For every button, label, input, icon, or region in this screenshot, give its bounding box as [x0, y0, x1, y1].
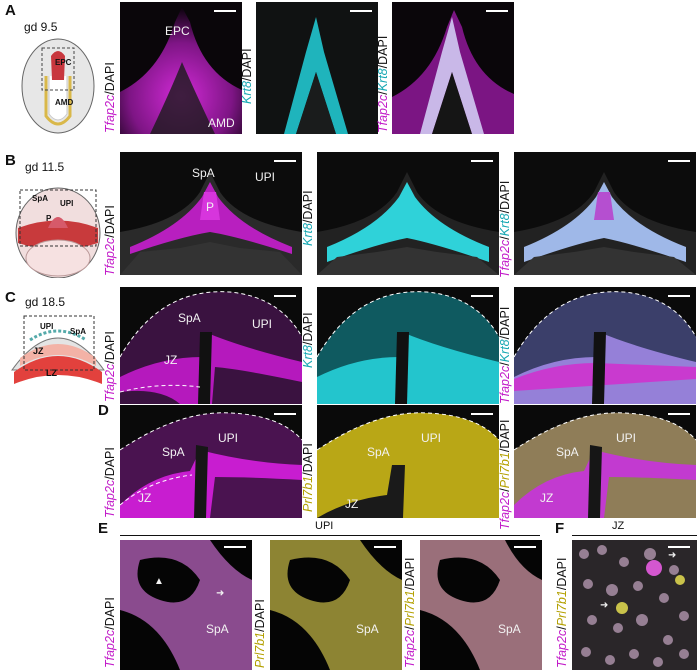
image-d-merge: SpA UPI JZ [514, 405, 696, 518]
panel-letter-c: C [5, 289, 16, 306]
scale-bar [486, 10, 508, 12]
image-d-tag-upi: UPI [218, 431, 239, 445]
scale-bar [668, 546, 690, 548]
image-f-merge: ➜ ➜ [572, 540, 697, 670]
image-b-merge [514, 152, 696, 275]
schematic-a-label-2: AMD [55, 98, 74, 107]
stage-label-c: gd 18.5 [25, 295, 66, 309]
scale-bar [668, 295, 690, 297]
image-c-tag-upi: UPI [252, 317, 273, 331]
image-c-krt8 [317, 287, 499, 404]
schematic-gd11-5 [15, 187, 101, 278]
stain-label-e3: Tfap2c/Prl7b1/DAPI [403, 557, 417, 669]
arrow-icon: ➜ [668, 550, 677, 561]
schematic-c-label-3: JZ [33, 346, 44, 356]
stain-label-b1: Tfap2c/DAPI [103, 205, 117, 276]
panel-letter-a: A [5, 2, 16, 19]
scale-bar [514, 546, 536, 548]
image-d-tag-upi: UPI [421, 431, 442, 445]
schematic-gd18-5 [11, 315, 105, 384]
schematic-b-label-1: SpA [32, 194, 48, 203]
stain-label-b3: Tfap2c/Krt8/DAPI [498, 180, 512, 278]
image-b-krt8 [317, 152, 499, 275]
image-d-tag-jz: JZ [540, 491, 554, 505]
stain-label-a2: Krt8/DAPI [240, 48, 254, 104]
scale-bar [350, 10, 372, 12]
scale-bar [668, 160, 690, 162]
image-c-tag-jz: JZ [164, 353, 178, 367]
stain-label-d1: Tfap2c/DAPI [103, 447, 117, 518]
image-c-merge [514, 287, 696, 404]
stain-label-c1: Tfap2c/DAPI [103, 331, 117, 402]
image-e-prl7b1: SpA [270, 540, 402, 670]
scale-bar [274, 413, 296, 415]
image-d-tag-spa: SpA [556, 445, 579, 459]
stage-label-b: gd 11.5 [25, 160, 65, 174]
schematic-c-label-1: UPI [40, 322, 54, 331]
schematic-b-label-2: UPI [60, 199, 74, 208]
image-b-tag-p: P [206, 200, 215, 214]
image-e-tfap2c: SpA ▲ ➜ [120, 540, 252, 670]
schematic-a-label-1: EPC [55, 58, 72, 67]
image-d-prl7b1: SpA UPI JZ [317, 405, 499, 518]
stain-label-c2: Krt8/DAPI [301, 312, 315, 368]
stain-label-c3: Tfap2c/Krt8/DAPI [498, 306, 512, 404]
stain-label-e2: Prl7b1/DAPI [253, 599, 267, 668]
section-divider-f [572, 535, 697, 536]
scale-bar [471, 413, 493, 415]
arrow-icon: ➜ [216, 588, 225, 599]
image-d-tag-jz: JZ [345, 497, 359, 511]
schematic-c-label-4: LZ [46, 368, 57, 378]
scale-bar [374, 546, 396, 548]
arrow-icon: ➜ [600, 600, 609, 611]
panel-letter-d: D [98, 402, 109, 419]
arrowhead-icon: ▲ [154, 576, 164, 587]
scale-bar [471, 295, 493, 297]
image-e-tag-spa: SpA [498, 622, 521, 636]
stain-label-d2: Prl7b1/DAPI [301, 443, 315, 512]
image-b-tfap2c: SpA UPI P [120, 152, 302, 275]
scale-bar [274, 295, 296, 297]
image-e-tag-spa: SpA [206, 622, 229, 636]
image-a-tfap2c: EPC AMD [120, 2, 242, 134]
scale-bar [274, 160, 296, 162]
image-c-tfap2c: SpA UPI JZ [120, 287, 302, 404]
image-a-tag-epc: EPC [165, 24, 190, 38]
image-d-tag-upi: UPI [616, 431, 637, 445]
scale-bar [668, 413, 690, 415]
schematic-gd9-5 [21, 38, 95, 134]
panel-letter-f: F [555, 520, 565, 537]
image-d-tag-spa: SpA [367, 445, 390, 459]
stain-label-d3: Tfap2c/Prl7b1/DAPI [498, 419, 512, 531]
scale-bar [471, 160, 493, 162]
image-e-tag-spa: SpA [356, 622, 379, 636]
stain-label-e1: Tfap2c/DAPI [103, 597, 117, 668]
schematic-c-label-2: SpA [70, 327, 86, 336]
section-divider-e [120, 535, 540, 536]
image-c-tag-spa: SpA [178, 311, 201, 325]
schematic-b-label-3: P [46, 214, 52, 223]
stain-label-a1: Tfap2c/DAPI [103, 62, 117, 133]
scale-bar [214, 10, 236, 12]
image-a-merge [392, 2, 514, 134]
image-b-tag-upi: UPI [255, 170, 276, 184]
scale-bar [224, 546, 246, 548]
image-a-tag-amd: AMD [208, 116, 235, 130]
section-header-f: JZ [612, 520, 625, 532]
image-d-tag-jz: JZ [138, 491, 152, 505]
image-e-merge: SpA [420, 540, 542, 670]
image-d-tfap2c: SpA UPI JZ [120, 405, 302, 518]
stage-label-a: gd 9.5 [24, 20, 58, 34]
stain-label-b2: Krt8/DAPI [301, 190, 315, 246]
panel-letter-b: B [5, 152, 16, 169]
image-b-tag-spa: SpA [192, 166, 215, 180]
stain-label-a3: Tfap2c/Krt8/DAPI [376, 35, 390, 133]
image-d-tag-spa: SpA [162, 445, 185, 459]
image-a-krt8 [256, 2, 378, 134]
panel-letter-e: E [98, 520, 109, 537]
section-header-e: UPI [315, 520, 334, 532]
stain-label-f: Tfap2c/Prl7b1/DAPI [555, 557, 569, 669]
